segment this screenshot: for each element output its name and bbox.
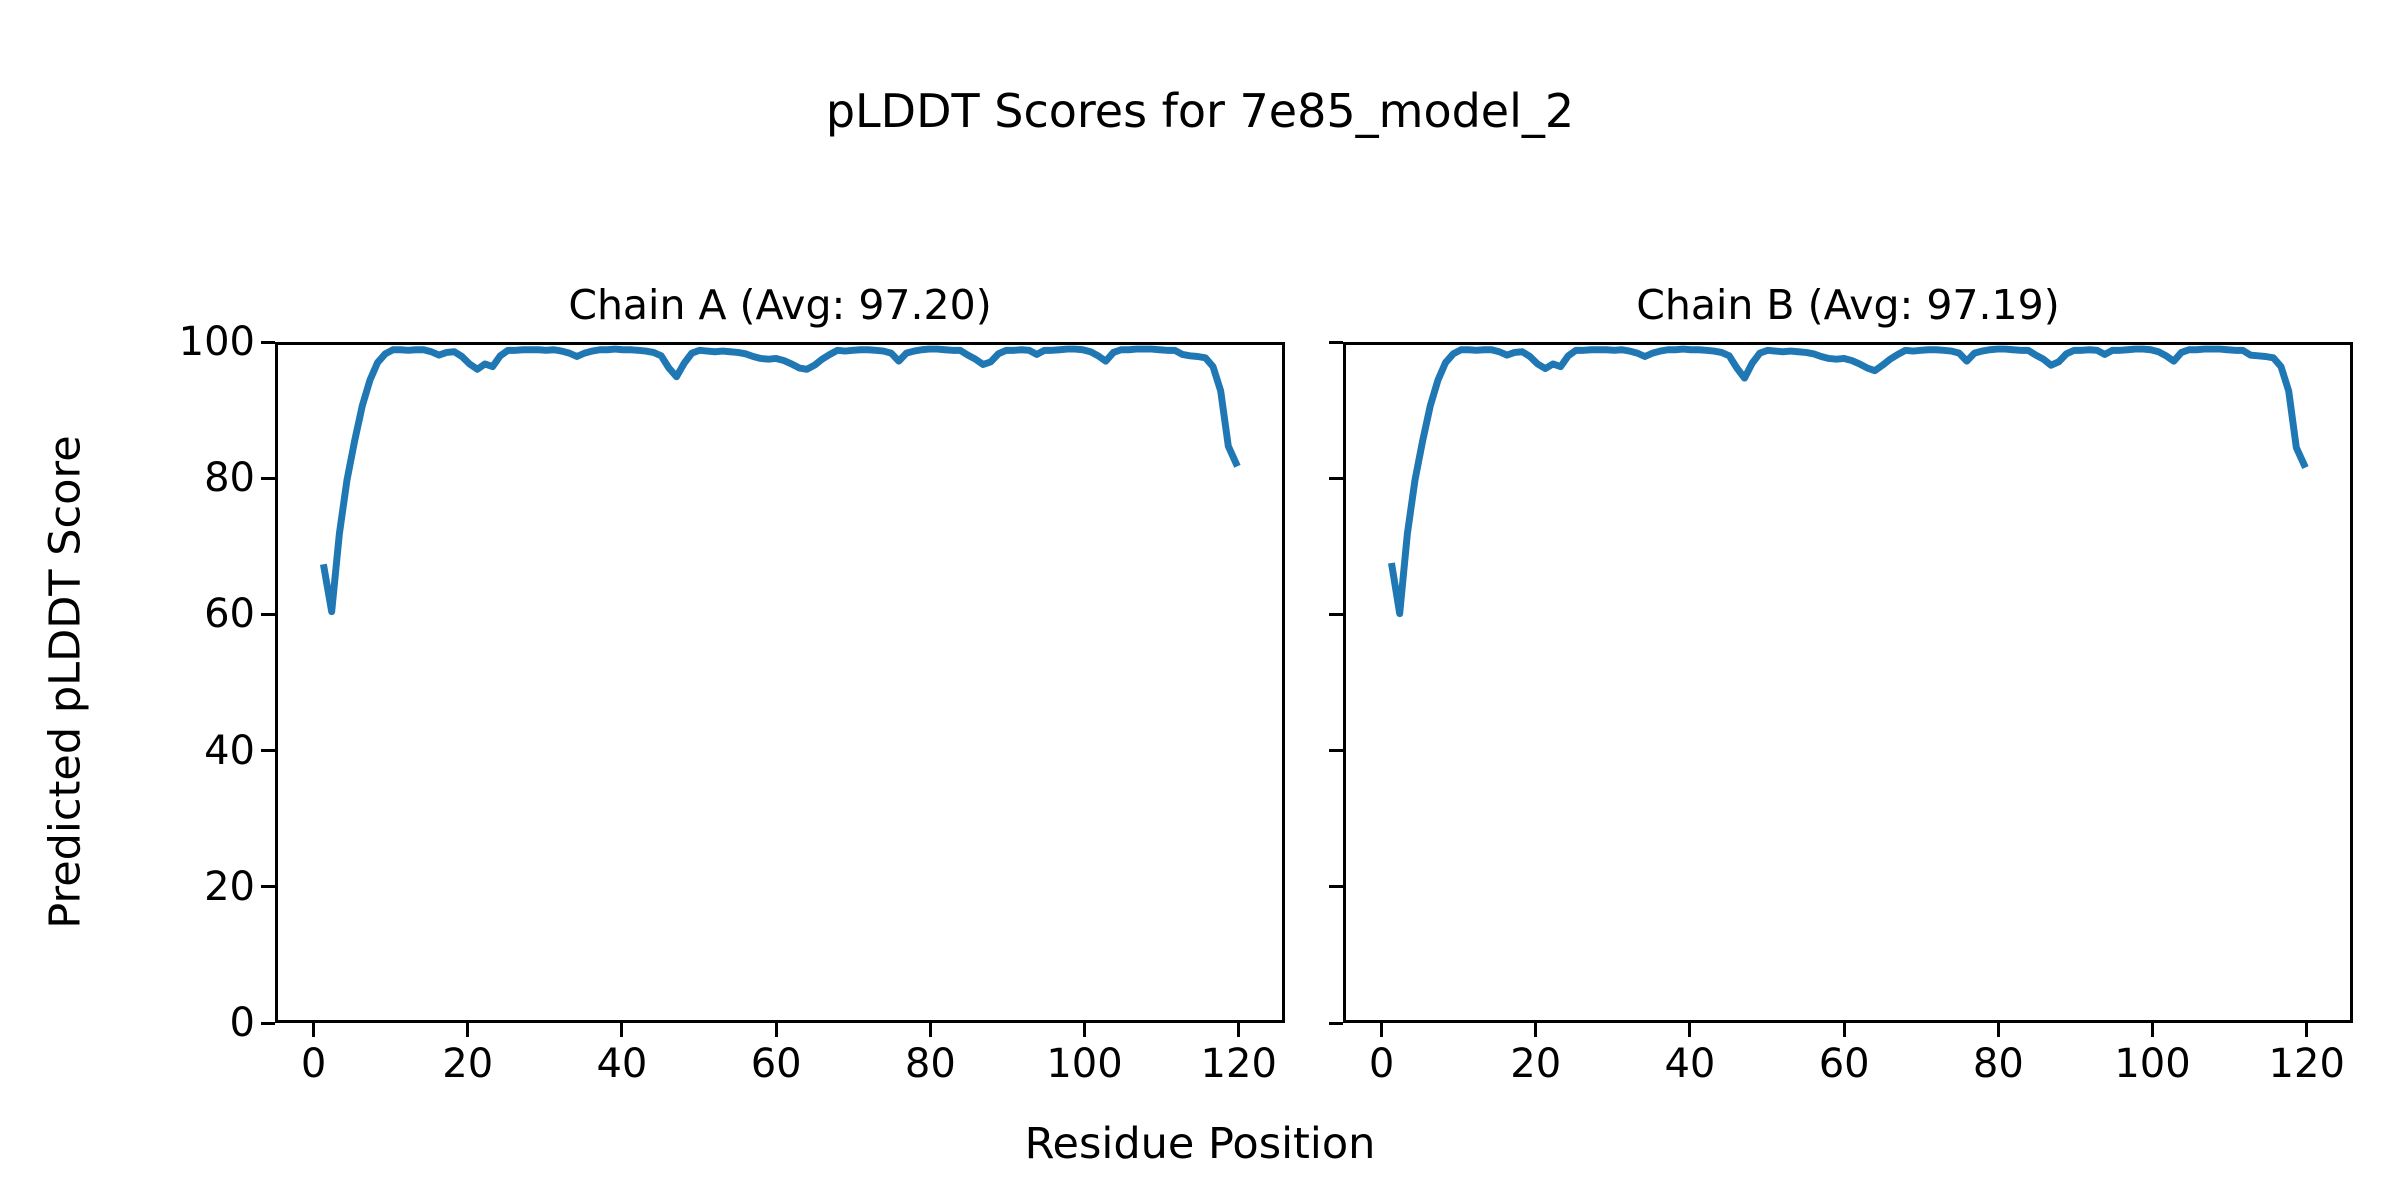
y-tick [1329,612,1343,616]
chain-b-subplot-title: Chain B (Avg: 97.19) [1636,280,2060,329]
x-tick-label: 120 [1200,1041,1277,1087]
x-tick [1083,1023,1087,1037]
y-tick [1329,476,1343,480]
x-tick-label: 80 [904,1041,956,1087]
x-tick-label: 0 [300,1041,327,1087]
chain-a-subplot: Chain A (Avg: 97.20) 0 20 40 60 80 100 120 0 20 4… [179,281,1285,1084]
x-tick-label: 40 [1664,1041,1716,1087]
figure-title: pLDDT Scores for 7e85_model_2 [825,84,1575,138]
y-tick [1329,1021,1343,1025]
x-tick-label: 60 [1818,1041,1870,1087]
y-tick [261,612,275,616]
x-tick [466,1023,470,1037]
y-tick-label: 60 [204,591,255,638]
x-tick [774,1023,778,1037]
x-tick [1237,1023,1241,1037]
x-tick-label: 100 [1046,1041,1123,1087]
y-tick [261,1021,275,1025]
x-tick [620,1023,624,1037]
x-tick [2305,1023,2309,1037]
y-axis-label: Predicted pLDDT Score [40,435,91,929]
chain-b-subplot: Chain B (Avg: 97.19) 0 20 40 60 80 100 120 [1329,281,2353,1084]
x-tick [1380,1023,1384,1037]
y-tick [1329,885,1343,889]
y-tick-label: 80 [204,455,255,502]
x-tick [1996,1023,2000,1037]
y-tick-label: 20 [204,863,255,910]
x-tick [2151,1023,2155,1037]
x-tick-label: 20 [442,1041,494,1087]
y-tick-label: 100 [178,319,255,365]
y-tick [261,885,275,889]
x-tick-label: 20 [1510,1041,1562,1087]
x-axis-label: Residue Position [1024,1119,1376,1169]
y-tick-label: 40 [204,727,255,774]
x-tick-label: 120 [2268,1041,2345,1087]
y-tick [1329,749,1343,753]
y-tick [261,476,275,480]
chain-b-plddt-line [1388,345,2309,618]
x-tick [928,1023,932,1037]
x-tick [1842,1023,1846,1037]
x-tick [1534,1023,1538,1037]
chain-a-plddt-line [320,345,1241,616]
chain-b-line-chart [1388,345,2309,618]
chain-a-axes [275,342,1285,1023]
x-tick-label: 80 [1972,1041,2024,1087]
y-tick-label: 0 [229,1000,255,1046]
y-tick [1329,340,1343,344]
chain-a-line-chart [320,345,1241,616]
y-tick [261,749,275,753]
x-tick [1688,1023,1692,1037]
chain-a-subplot-title: Chain A (Avg: 97.20) [568,280,992,329]
x-tick [312,1023,316,1037]
x-tick-label: 0 [1368,1041,1395,1087]
x-tick-label: 40 [596,1041,648,1087]
x-tick-label: 100 [2114,1041,2191,1087]
y-tick [261,340,275,344]
x-tick-label: 60 [750,1041,802,1087]
chain-b-axes [1343,342,2353,1023]
